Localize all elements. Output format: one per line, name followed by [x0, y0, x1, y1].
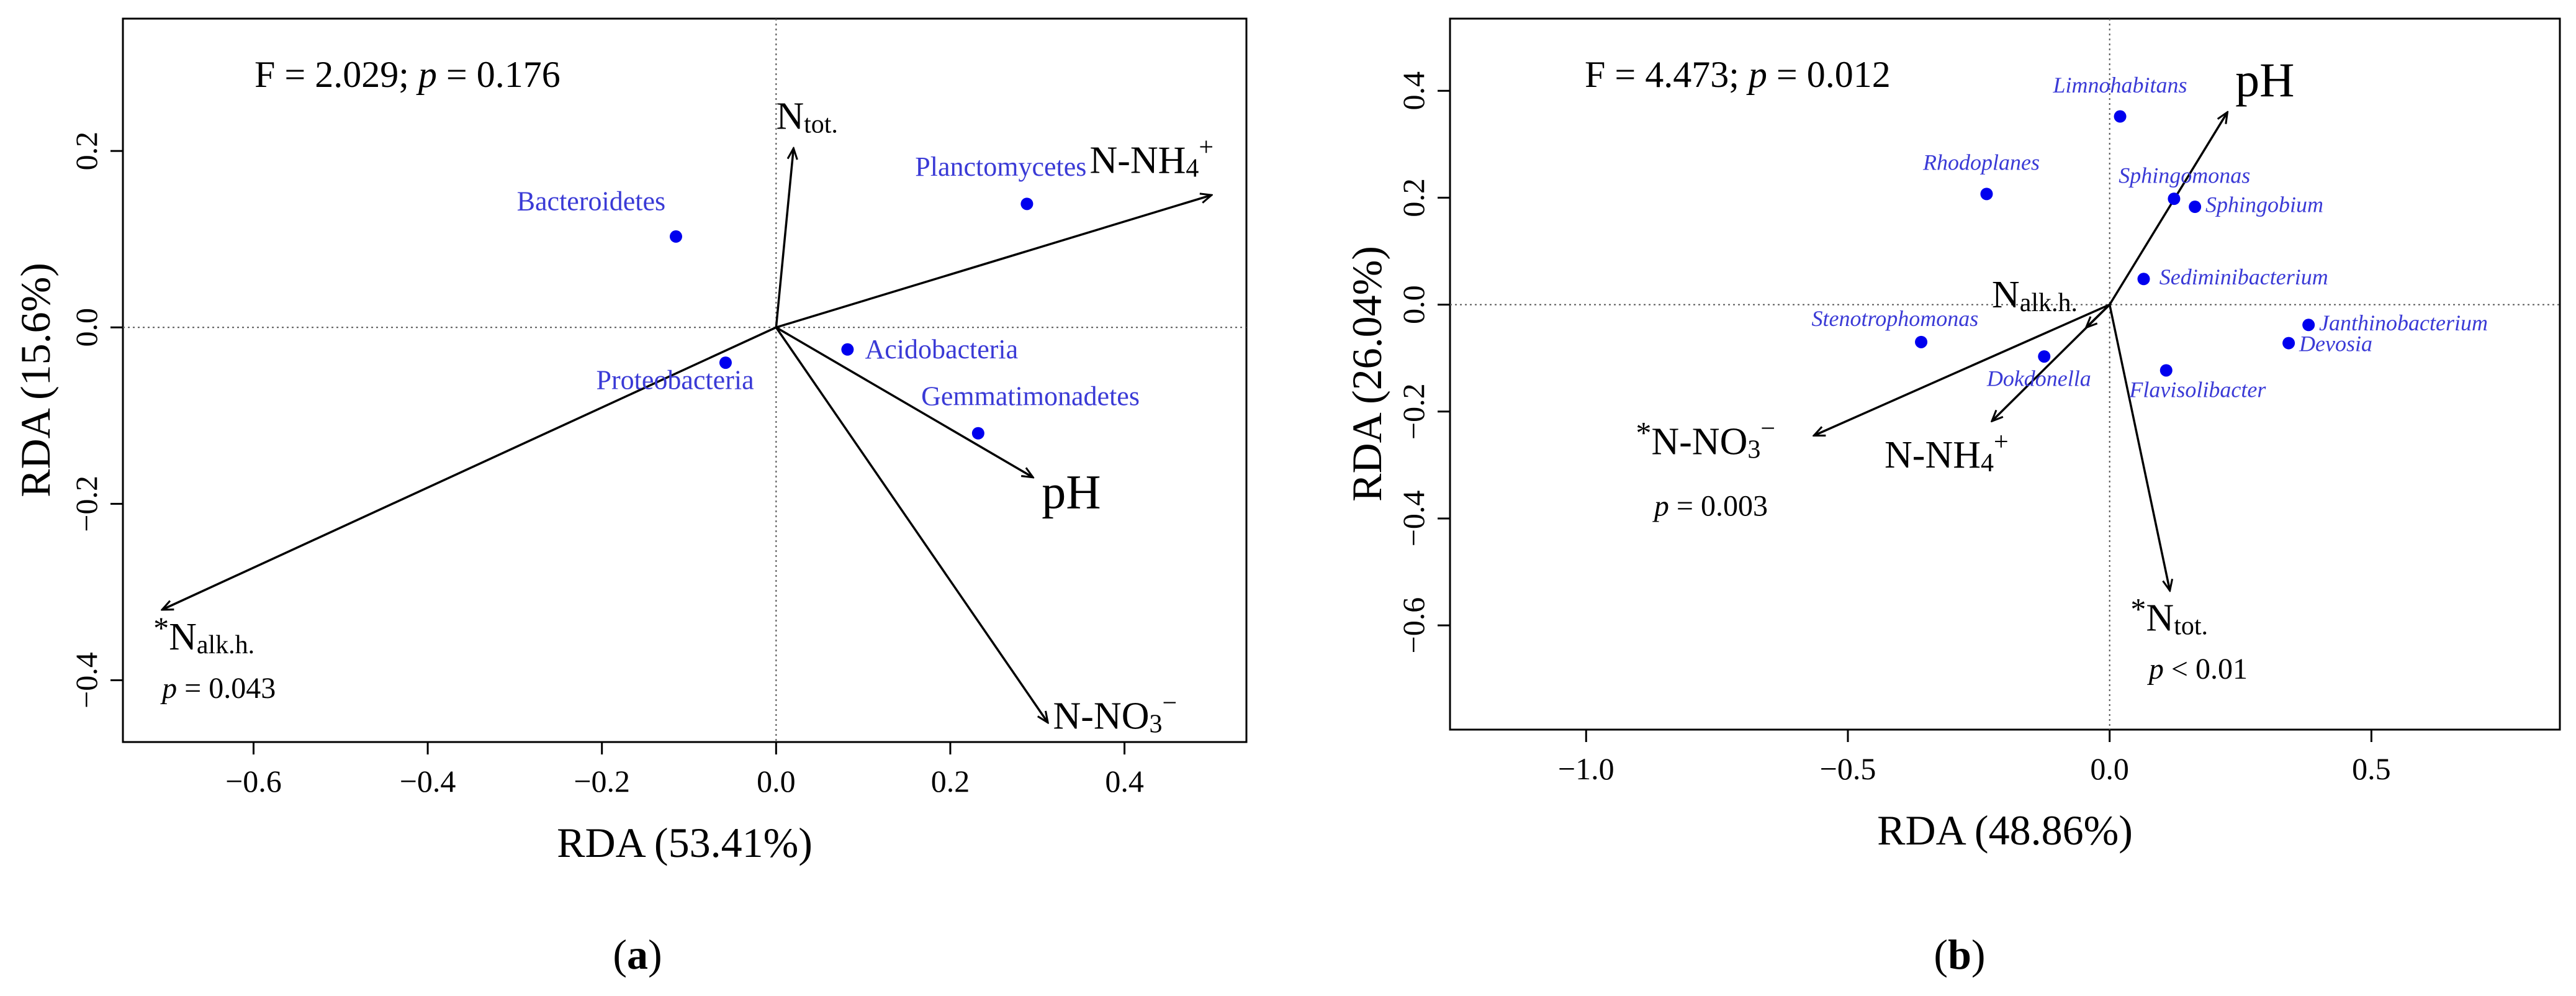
- x-tick-label-b: −0.5: [1820, 751, 1876, 786]
- panel-label-a: (a): [613, 931, 662, 978]
- species-label-sphingomonas: Sphingomonas: [2119, 163, 2250, 188]
- species-label-sediminibacterium: Sediminibacterium: [2159, 265, 2328, 289]
- vector-arrow-ph-b: [2109, 112, 2228, 306]
- x-axis-label-a: RDA (53.41%): [557, 819, 813, 866]
- species-label-gemmatimonadetes: Gemmatimonadetes: [921, 381, 1140, 411]
- species-label-devosia: Devosia: [2299, 331, 2372, 356]
- y-tick-label-a: 0.0: [69, 308, 104, 347]
- species-point-sediminibacterium: [2137, 273, 2150, 286]
- species-point-limnohabitans: [2114, 110, 2127, 123]
- species-label-janthinobacterium: Janthinobacterium: [2319, 310, 2488, 335]
- vector-label-n-alk-h-a: *Nalk.h.: [153, 610, 254, 659]
- species-point-gemmatimonadetes: [971, 427, 984, 440]
- vector-pvalue-n-tot-b: p < 0.01: [2147, 653, 2248, 686]
- x-tick-label-b: 0.0: [2090, 751, 2129, 786]
- y-axis-label-a: RDA (15.6%): [12, 263, 59, 497]
- y-tick-label-b: 0.2: [1396, 178, 1431, 217]
- vector-pvalue-n-no3-b: p = 0.003: [1652, 490, 1768, 523]
- species-point-devosia: [2282, 337, 2295, 350]
- species-point-planctomycetes: [1020, 197, 1034, 211]
- y-tick-label-b: −0.4: [1396, 491, 1431, 547]
- x-tick-label-b: 0.5: [2352, 751, 2391, 786]
- y-tick-label-b: −0.6: [1396, 597, 1431, 654]
- species-label-stenotrophomonas: Stenotrophomonas: [1812, 306, 1979, 331]
- y-tick-label-a: −0.4: [69, 652, 104, 709]
- vector-arrow-n-no3-b: [1814, 303, 2110, 437]
- vector-arrow-n-nh4-a: [775, 195, 1212, 328]
- vector-label-ph-b: pH: [2235, 53, 2294, 107]
- y-tick-label-b: 0.0: [1396, 285, 1431, 324]
- plot-frame-a: [122, 17, 1248, 743]
- plot-frame-b: [1449, 17, 2561, 731]
- vector-arrow-n-tot-b: [2108, 304, 2170, 591]
- species-label-bacteroidetes: Bacteroidetes: [517, 186, 665, 216]
- panel-a: −0.6 −0.4 −0.2 0.0 0.2 0.4 −0.4 −0.2 0.0 0.2 Ntot.…: [12, 17, 1248, 978]
- species-label-sphingobium: Sphingobium: [2205, 192, 2323, 217]
- species-label-proteobacteria: Proteobacteria: [597, 365, 754, 396]
- vector-arrow-n-alk-h-a: [162, 326, 777, 610]
- vector-arrow-n-no3-a: [775, 327, 1048, 722]
- vector-label-n-no3-a: N-NO3−: [1053, 689, 1178, 739]
- species-point-rhodoplanes: [1980, 188, 1993, 201]
- vector-arrow-n-tot-a: [775, 148, 793, 328]
- vector-arrow-ph-a: [775, 326, 1033, 478]
- panel-label-b: (b): [1934, 931, 1985, 978]
- x-tick-label-a: −0.2: [574, 764, 630, 799]
- x-axis-label-b: RDA (48.86%): [1877, 807, 2133, 854]
- y-axis-label-b: RDA (26.04%): [1343, 246, 1390, 502]
- y-tick-label-a: 0.2: [69, 132, 104, 170]
- species-label-planctomycetes: Planctomycetes: [915, 152, 1086, 182]
- species-label-dokdonella: Dokdonella: [1986, 366, 2091, 391]
- vector-label-n-nh4-a: N-NH4+: [1089, 134, 1214, 183]
- vector-label-n-alk-h-b: Nalk.h.: [1992, 274, 2078, 317]
- species-point-proteobacteria: [719, 356, 732, 369]
- x-tick-label-a: 0.4: [1105, 764, 1144, 799]
- panel-b: −1.0 −0.5 0.0 0.5 −0.6 −0.4 −0.2 0.0 0.2 0.4 pH Nal…: [1343, 17, 2561, 978]
- species-label-flavisolibacter: Flavisolibacter: [2128, 378, 2266, 402]
- x-tick-label-a: −0.6: [225, 764, 282, 799]
- y-tick-label-b: 0.4: [1396, 71, 1431, 111]
- vector-pvalue-n-alk-h-a: p = 0.043: [160, 672, 276, 705]
- x-tick-label-b: −1.0: [1558, 751, 1615, 786]
- species-label-rhodoplanes: Rhodoplanes: [1922, 150, 2040, 175]
- species-point-bacteroidetes: [669, 230, 682, 243]
- vector-label-n-tot-b: *Ntot.: [2130, 592, 2208, 641]
- x-tick-label-a: 0.2: [931, 764, 970, 799]
- species-point-sphingobium: [2189, 201, 2202, 214]
- species-point-dokdonella: [2038, 350, 2051, 363]
- species-label-limnohabitans: Limnohabitans: [2053, 73, 2187, 97]
- y-tick-label-a: −0.2: [69, 476, 104, 532]
- x-tick-label-a: −0.4: [400, 764, 456, 799]
- vector-label-n-tot-a: Ntot.: [776, 96, 838, 139]
- vector-label-ph-a: pH: [1042, 465, 1101, 519]
- vector-arrow-n-nh4-b: [1992, 304, 2110, 422]
- vector-label-n-no3-b: *N-NO3−: [1636, 415, 1775, 464]
- species-point-acidobacteria: [841, 343, 854, 356]
- species-point-stenotrophomonas: [1915, 335, 1928, 348]
- x-tick-label-a: 0.0: [757, 764, 796, 799]
- stat-annotation-a: F = 2.029; p = 0.176: [254, 54, 561, 95]
- species-point-sphingomonas: [2168, 192, 2181, 206]
- species-label-acidobacteria: Acidobacteria: [865, 334, 1018, 364]
- species-point-flavisolibacter: [2159, 364, 2173, 377]
- vector-label-n-nh4-b: N-NH4+: [1885, 428, 2009, 478]
- species-point-janthinobacterium: [2302, 319, 2315, 332]
- y-tick-label-b: −0.2: [1396, 383, 1431, 440]
- stat-annotation-b: F = 4.473; p = 0.012: [1585, 54, 1891, 95]
